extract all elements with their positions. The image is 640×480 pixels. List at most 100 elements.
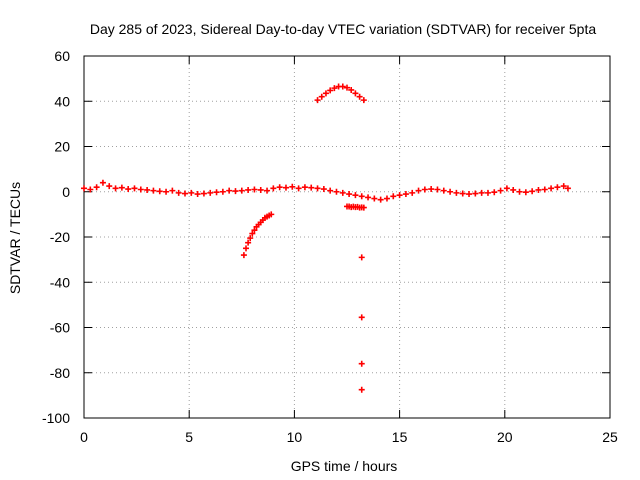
y-tick-label: -40 [50, 274, 70, 290]
y-tick-label: 60 [54, 48, 70, 64]
data-point [112, 185, 119, 192]
data-point [447, 188, 454, 195]
data-point [87, 186, 94, 193]
y-tick-labels: -100 -80 -60 -40 -20 0 20 40 60 [42, 48, 70, 426]
x-tick-label: 20 [497, 429, 513, 445]
y-tick-label: 40 [54, 93, 70, 109]
data-point [245, 186, 252, 193]
data-point [106, 183, 113, 190]
data-point [383, 195, 390, 202]
data-point [346, 191, 353, 198]
y-tick-label: -20 [50, 229, 70, 245]
x-tick-label: 10 [287, 429, 303, 445]
axis-ticks [83, 55, 611, 419]
data-point [282, 184, 289, 191]
data-point [150, 187, 157, 194]
data-point [232, 188, 239, 195]
x-axis-label: GPS time / hours [291, 458, 398, 474]
data-point [181, 190, 188, 197]
data-point [163, 188, 170, 195]
data-point [276, 184, 283, 191]
data-point [308, 184, 315, 191]
data-point [257, 186, 264, 193]
data-point [516, 188, 523, 195]
data-point [249, 230, 256, 237]
grid [84, 56, 610, 418]
data-point [478, 189, 485, 196]
data-point [318, 93, 325, 100]
data-point [356, 93, 363, 100]
data-point [352, 90, 359, 97]
data-point [522, 189, 529, 196]
data-point [541, 186, 548, 193]
y-tick-label: -60 [50, 320, 70, 336]
data-point [219, 188, 226, 195]
data-point [358, 254, 365, 261]
data-point [200, 190, 207, 197]
data-point [360, 97, 367, 104]
data-point [409, 189, 416, 196]
data-point [377, 196, 384, 203]
data-point [554, 184, 561, 191]
data-point [358, 314, 365, 321]
data-point [264, 187, 271, 194]
plot-frame [83, 55, 611, 419]
data-point [125, 186, 132, 193]
x-tick-label: 0 [80, 429, 88, 445]
data-point [251, 227, 258, 234]
data-point [81, 185, 87, 192]
x-tick-label: 5 [185, 429, 193, 445]
y-tick-label: 20 [54, 139, 70, 155]
data-point [289, 183, 296, 190]
data-point [247, 235, 254, 242]
data-point [358, 193, 365, 200]
data-point [421, 186, 428, 193]
data-point [564, 185, 571, 192]
y-axis-label: SDTVAR / TECUs [7, 182, 23, 294]
data-point [314, 185, 321, 192]
data-point [314, 97, 321, 104]
x-tick-labels: 0 5 10 15 20 25 [80, 429, 618, 445]
data-point [402, 191, 409, 198]
data-point [358, 386, 365, 393]
data-point [459, 190, 466, 197]
data-point [301, 184, 308, 191]
series-negative-segment [344, 203, 367, 211]
data-point [365, 194, 372, 201]
data-point [270, 185, 277, 192]
data-point [548, 185, 555, 192]
series-main-band [81, 179, 571, 203]
data-point [371, 195, 378, 202]
data-point [503, 185, 510, 192]
chart-title: Day 285 of 2023, Sidereal Day-to-day VTE… [90, 21, 597, 37]
data-point [322, 90, 329, 97]
data-point [188, 189, 195, 196]
data-point [251, 186, 258, 193]
data-point [358, 360, 365, 367]
data-point [497, 187, 504, 194]
data-point [510, 186, 517, 193]
series-isolated-points [358, 254, 365, 393]
data-point [331, 85, 338, 92]
data-point [466, 191, 473, 198]
data-point [194, 191, 201, 198]
data-point [327, 87, 334, 94]
x-tick-label: 25 [602, 429, 618, 445]
data-point [472, 190, 479, 197]
data-point [352, 192, 359, 199]
data-point [99, 179, 106, 186]
data-point [434, 186, 441, 193]
data-point [226, 187, 233, 194]
data-point [175, 189, 182, 196]
data-point [243, 245, 250, 252]
x-tick-label: 15 [392, 429, 408, 445]
data-point [428, 186, 435, 193]
data-point [348, 86, 355, 93]
data-point [93, 184, 100, 191]
data-point [144, 186, 151, 193]
data-point [484, 189, 491, 196]
data-point [415, 187, 422, 194]
data-point [213, 189, 220, 196]
data-point [344, 84, 350, 91]
